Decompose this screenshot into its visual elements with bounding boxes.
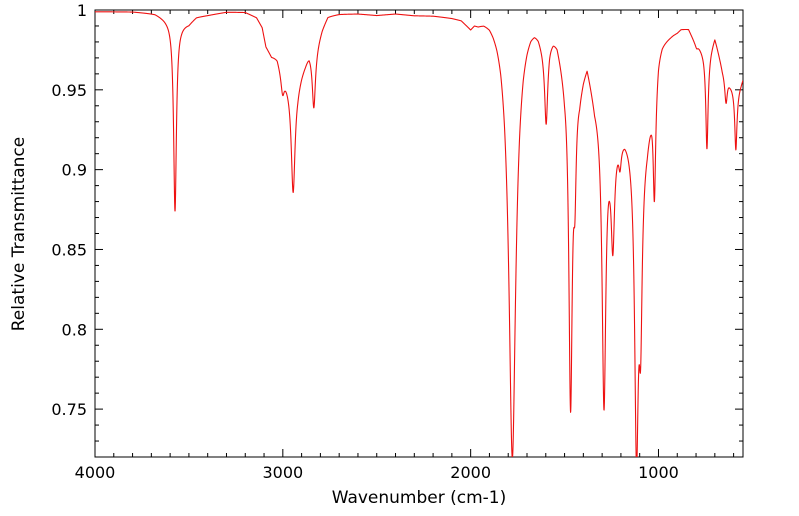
x-axis-label: Wavenumber (cm-1) bbox=[332, 488, 507, 508]
x-tick-label: 1000 bbox=[638, 463, 679, 482]
series-layer bbox=[95, 11, 743, 457]
y-tick-label: 1 bbox=[77, 1, 87, 20]
y-tick-label: 0.8 bbox=[62, 320, 87, 339]
tick-labels: 4000 3000 2000 1000 0.75 0.8 0.85 0.9 0.95 1 bbox=[51, 1, 678, 482]
y-tick-label: 0.75 bbox=[51, 400, 87, 419]
axis-ticks bbox=[94, 9, 743, 458]
series-line-spectrum bbox=[95, 11, 743, 457]
y-tick-label: 0.9 bbox=[62, 161, 87, 180]
y-tick-label: 0.85 bbox=[51, 240, 87, 259]
y-tick-label: 0.95 bbox=[51, 81, 87, 100]
y-axis-label: Relative Transmittance bbox=[9, 137, 29, 332]
x-tick-label: 4000 bbox=[75, 463, 116, 482]
x-tick-label: 2000 bbox=[450, 463, 491, 482]
plot-frame bbox=[94, 9, 744, 458]
x-tick-label: 3000 bbox=[262, 463, 303, 482]
